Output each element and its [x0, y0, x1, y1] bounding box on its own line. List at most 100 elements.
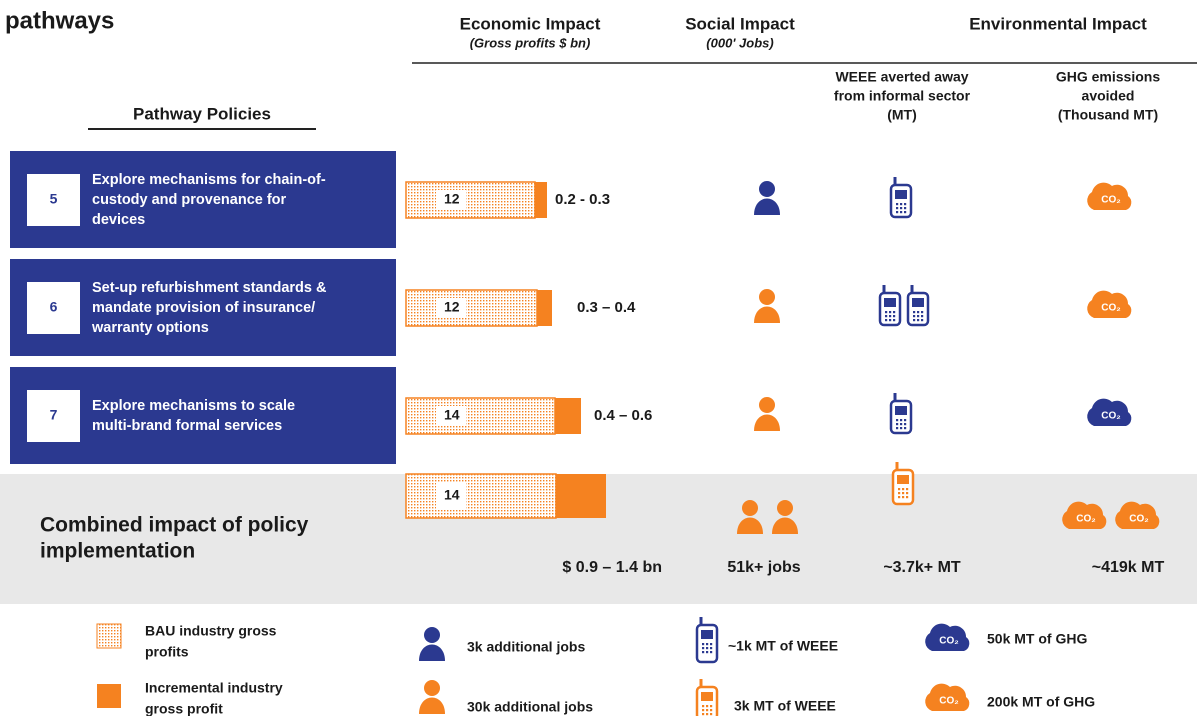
policy-text: Explore mechanisms for chain-of- — [92, 172, 326, 188]
phone-key — [917, 311, 920, 314]
policy-number: 7 — [50, 407, 58, 423]
phone-key — [885, 315, 888, 318]
combined-label: implementation — [40, 540, 195, 563]
phone-key — [702, 713, 705, 716]
policy-text: devices — [92, 212, 145, 228]
policy-number: 6 — [50, 299, 58, 315]
person-icon — [754, 289, 780, 323]
legend-text: 200k MT of GHG — [987, 694, 1095, 710]
sub-column-title: (MT) — [887, 107, 917, 123]
policy-text: Set-up refurbishment standards & — [92, 280, 327, 296]
bau-value: 12 — [444, 191, 460, 207]
phone-key — [706, 647, 709, 650]
phone-key — [710, 643, 713, 646]
phone-key — [710, 713, 713, 716]
person-head — [424, 680, 440, 696]
legend-bau-swatch — [96, 623, 122, 649]
person-icon — [737, 500, 763, 534]
legend-text: 30k additional jobs — [467, 699, 593, 715]
cloud-shape — [1115, 501, 1160, 529]
phone-key — [904, 427, 907, 430]
person-body — [419, 644, 445, 661]
phone-screen — [895, 190, 907, 199]
phone-key — [904, 207, 907, 210]
person-icon — [419, 627, 445, 661]
cloud-icon: CO₂ — [925, 623, 970, 651]
phone-key — [904, 211, 907, 214]
bau-bar — [405, 397, 556, 435]
person-body — [772, 517, 798, 534]
phone-key — [702, 651, 705, 654]
sub-column-title: avoided — [1082, 88, 1135, 104]
cloud-label: CO₂ — [1101, 303, 1120, 314]
phone-key — [902, 488, 905, 491]
phone-key — [889, 311, 892, 314]
phone-key — [706, 643, 709, 646]
cloud-label: CO₂ — [1101, 411, 1120, 422]
phone-key — [906, 496, 909, 499]
phone-key — [896, 207, 899, 210]
cloud-icon: CO₂ — [1087, 290, 1132, 318]
phone-key — [706, 709, 709, 712]
cloud-icon: CO₂ — [1087, 398, 1132, 426]
phone-screen — [701, 630, 713, 639]
sub-column-title: WEEE averted away — [835, 69, 968, 85]
phone-screen — [895, 406, 907, 415]
phone-key — [917, 315, 920, 318]
person-head — [777, 500, 793, 516]
legend-text: Incremental industry — [145, 680, 283, 696]
legend-text: 50k MT of GHG — [987, 631, 1087, 647]
policy-text: mandate provision of insurance/ — [92, 300, 315, 316]
phone-key — [906, 492, 909, 495]
phone-key — [921, 311, 924, 314]
person-head — [759, 397, 775, 413]
cloud-label: CO₂ — [1129, 514, 1148, 525]
legend-text: BAU industry gross — [145, 623, 277, 639]
phone-icon — [889, 393, 913, 435]
person-body — [754, 414, 780, 431]
person-icon — [419, 680, 445, 714]
person-head — [742, 500, 758, 516]
phone-key — [893, 319, 896, 322]
phone-key — [900, 203, 903, 206]
phone-screen — [701, 692, 713, 701]
title: pathways — [5, 7, 114, 34]
phone-key — [902, 496, 905, 499]
incremental-bar — [556, 474, 606, 518]
range: 0.2 - 0.3 — [555, 191, 610, 208]
policies-label: Pathway Policies — [133, 104, 271, 123]
combined-label: Combined impact of policy — [40, 514, 309, 537]
incremental-bar — [537, 290, 552, 326]
phone-key — [710, 647, 713, 650]
phone-key — [913, 311, 916, 314]
combined-economic: $ 0.9 – 1.4 bn — [562, 559, 662, 576]
legend-text: ~1k MT of WEEE — [728, 638, 838, 654]
sub-column-title: from informal sector — [834, 88, 971, 104]
cloud-label: CO₂ — [939, 636, 958, 647]
cloud-shape — [1062, 501, 1107, 529]
phone-key — [921, 315, 924, 318]
phone-key — [885, 311, 888, 314]
column-title: Economic Impact — [460, 14, 601, 33]
legend-incremental-swatch — [97, 684, 121, 708]
phone-key — [706, 705, 709, 708]
phone-body — [695, 685, 719, 716]
person-body — [754, 198, 780, 215]
phone-key — [896, 419, 899, 422]
phone-key — [889, 319, 892, 322]
cloud-label: CO₂ — [939, 696, 958, 707]
bau-bar — [405, 289, 538, 327]
phone-key — [896, 427, 899, 430]
person-icon — [754, 181, 780, 215]
sub-column-title: GHG emissions — [1056, 69, 1160, 85]
phone-key — [902, 492, 905, 495]
column-subtitle: (Gross profits $ bn) — [470, 35, 591, 50]
phone-key — [904, 423, 907, 426]
phone-key — [906, 488, 909, 491]
cloud-label: CO₂ — [1076, 514, 1095, 525]
number-box — [27, 390, 80, 442]
phone-icon — [878, 285, 902, 327]
phone-key — [921, 319, 924, 322]
combined-ghg: ~419k MT — [1092, 559, 1165, 576]
policy-number: 5 — [50, 191, 58, 207]
